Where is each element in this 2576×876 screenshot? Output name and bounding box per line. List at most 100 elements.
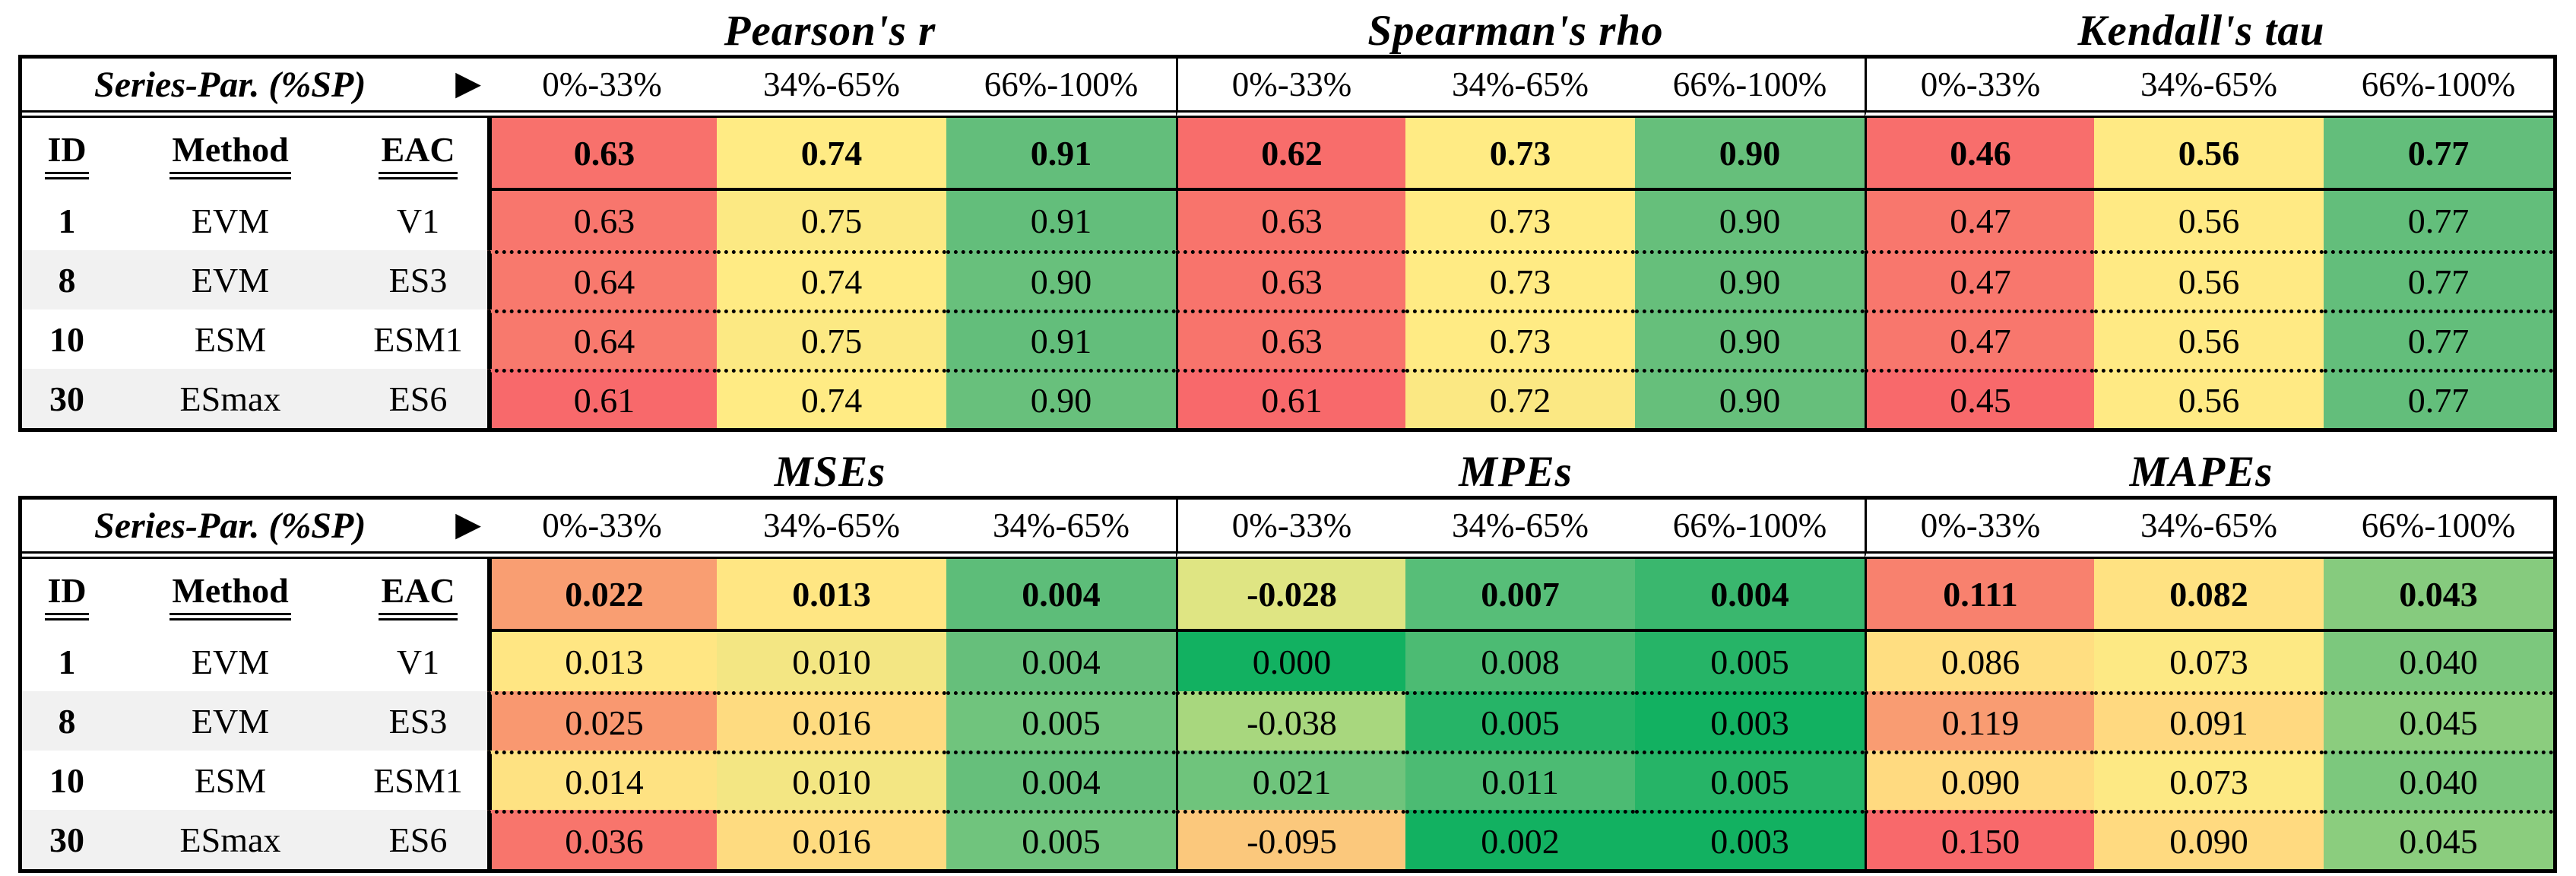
col-header: 0%-33%: [1865, 500, 2094, 559]
row-eac: ESM1: [373, 760, 463, 800]
aggregate-cell: -0.028: [1176, 559, 1405, 632]
aggregate-cell: 0.74: [717, 118, 946, 191]
value-cell: 0.025: [487, 691, 717, 751]
value-cell: 0.74: [717, 369, 946, 428]
value-cell: 0.010: [717, 751, 946, 810]
value-cell: 0.73: [1405, 191, 1635, 250]
col-header: 34%-65%: [717, 59, 946, 118]
row-method: ESmax: [112, 810, 349, 869]
col-header: 34%-65%: [1405, 500, 1635, 559]
row-method: EVM: [191, 201, 270, 240]
col-header: 0%-33%: [1865, 59, 2094, 118]
value-cell: 0.45: [1865, 369, 2094, 428]
col-header: 34%-65%: [2094, 59, 2324, 118]
value-cell: 0.016: [717, 691, 946, 751]
label-col-header: EAC: [349, 118, 487, 191]
row-eac: ES6: [349, 810, 487, 869]
value-cell: 0.010: [717, 632, 946, 691]
row-id: 1: [58, 642, 76, 681]
aggregate-cell: 0.111: [1865, 559, 2094, 632]
row-id: 8: [22, 691, 112, 751]
label-col-header-text: EAC: [379, 129, 458, 179]
value-cell: 0.090: [2094, 810, 2324, 869]
value-cell: 0.008: [1405, 632, 1635, 691]
value-cell: 0.77: [2324, 369, 2553, 428]
value-cell: 0.003: [1635, 691, 1865, 751]
value-cell: 0.74: [717, 250, 946, 309]
value-cell: 0.90: [946, 250, 1176, 309]
value-cell: 0.016: [717, 810, 946, 869]
row-id: 8: [22, 250, 112, 309]
value-cell: 0.90: [1635, 369, 1865, 428]
col-header: 34%-65%: [2094, 500, 2324, 559]
value-cell: 0.90: [1635, 309, 1865, 369]
row-method: EVM: [191, 642, 270, 681]
value-cell: 0.63: [1176, 309, 1405, 369]
value-cell: 0.045: [2324, 691, 2553, 751]
value-cell: 0.47: [1865, 191, 2094, 250]
aggregate-cell: 0.022: [487, 559, 717, 632]
col-header: 0%-33%: [1176, 500, 1405, 559]
aggregate-cell: 0.90: [1635, 118, 1865, 191]
value-cell: 0.90: [946, 369, 1176, 428]
row-id: 1: [58, 201, 76, 240]
row-id: 30: [22, 810, 112, 869]
value-cell: 0.014: [487, 751, 717, 810]
correlation-table: Series-Par. (%SP) ▶ 0%-33% 34%-65% 66%-100% 0…: [18, 55, 2557, 432]
aggregate-cell: 0.013: [717, 559, 946, 632]
value-cell: 0.56: [2094, 250, 2324, 309]
aggregate-cell: 0.77: [2324, 118, 2553, 191]
label-col-header-text: ID: [45, 570, 89, 620]
value-cell: 0.005: [946, 691, 1176, 751]
value-cell: 0.090: [1865, 751, 2094, 810]
label-col-header: Method: [112, 118, 349, 191]
series-par-label: Series-Par. (%SP): [94, 64, 366, 105]
series-parameter-header: Series-Par. (%SP) ▶: [22, 59, 487, 118]
label-col-header-text: EAC: [379, 570, 458, 620]
value-cell: 0.91: [946, 191, 1176, 250]
value-cell: 0.64: [487, 309, 717, 369]
row-method: ESmax: [112, 369, 349, 428]
value-cell: 0.91: [946, 309, 1176, 369]
value-cell: 0.73: [1405, 309, 1635, 369]
row-eac: V1: [396, 642, 440, 681]
pointer-triangle-icon: ▶: [455, 504, 481, 544]
col-header: 34%-65%: [717, 500, 946, 559]
row-id: 10: [49, 760, 84, 800]
value-cell: 0.005: [1635, 751, 1865, 810]
col-header: 34%-65%: [1405, 59, 1635, 118]
metric-title: MSEs: [774, 448, 886, 496]
series-par-label: Series-Par. (%SP): [94, 505, 366, 546]
value-cell: 0.036: [487, 810, 717, 869]
error-section: MSEs MPEs MAPEs Series-Par. (%SP) ▶ 0%-33% 34…: [18, 447, 2558, 873]
col-header: 66%-100%: [1635, 59, 1865, 118]
label-col-header: ID: [22, 118, 112, 191]
value-cell: 0.47: [1865, 250, 2094, 309]
error-title-row: MSEs MPEs MAPEs: [18, 447, 2558, 496]
aggregate-cell: 0.91: [946, 118, 1176, 191]
value-cell: 0.63: [1176, 191, 1405, 250]
value-cell: 0.040: [2324, 751, 2553, 810]
aggregate-cell: 0.043: [2324, 559, 2553, 632]
correlation-title-row: Pearson's r Spearman's rho Kendall's tau: [18, 6, 2558, 55]
aggregate-cell: 0.007: [1405, 559, 1635, 632]
error-table: Series-Par. (%SP) ▶ 0%-33% 34%-65% 34%-65% 0%…: [18, 496, 2557, 873]
row-eac: ES6: [349, 369, 487, 428]
value-cell: 0.005: [1405, 691, 1635, 751]
value-cell: 0.003: [1635, 810, 1865, 869]
col-header: 34%-65%: [946, 500, 1176, 559]
metric-title: Pearson's r: [724, 7, 936, 55]
label-col-header: ID: [22, 559, 112, 632]
series-parameter-header: Series-Par. (%SP) ▶: [22, 500, 487, 559]
row-method: EVM: [112, 691, 349, 751]
value-cell: 0.086: [1865, 632, 2094, 691]
col-header: 66%-100%: [2324, 500, 2553, 559]
value-cell: 0.90: [1635, 250, 1865, 309]
value-cell: 0.000: [1176, 632, 1405, 691]
aggregate-cell: 0.73: [1405, 118, 1635, 191]
label-col-header-text: ID: [45, 129, 89, 179]
row-eac: V1: [396, 201, 440, 240]
aggregate-cell: 0.63: [487, 118, 717, 191]
value-cell: 0.90: [1635, 191, 1865, 250]
label-col-header-text: Method: [170, 129, 291, 179]
